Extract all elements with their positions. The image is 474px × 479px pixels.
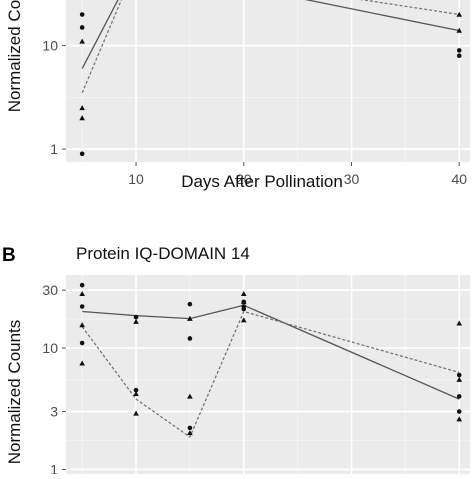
- data-point-triangle: [456, 320, 463, 326]
- x-tick-label: 40: [451, 171, 467, 187]
- y-tick-label: 10: [42, 38, 58, 54]
- panel-label: B: [2, 245, 16, 266]
- data-point-circle: [79, 151, 85, 157]
- dashed-trend-line: [81, 310, 460, 438]
- y-tick-label: 30: [42, 282, 58, 298]
- y-tick-label: 3: [50, 404, 58, 420]
- plot-background: [66, 0, 470, 162]
- data-point-circle: [456, 372, 462, 378]
- data-point-triangle: [79, 360, 85, 366]
- data-point-triangle: [187, 315, 193, 321]
- data-point-triangle: [79, 291, 85, 297]
- plot-background: [66, 275, 470, 475]
- data-point-triangle: [79, 38, 85, 44]
- data-point-triangle: [456, 27, 463, 33]
- data-point-triangle: [133, 410, 139, 416]
- data-point-circle: [187, 336, 193, 341]
- data-point-circle: [187, 425, 193, 431]
- chart-title: Protein IQ-DOMAIN 14: [76, 244, 250, 263]
- data-point-circle: [79, 25, 85, 30]
- data-point-circle: [187, 301, 193, 307]
- data-point-triangle: [133, 318, 139, 324]
- data-point-circle: [456, 53, 462, 58]
- data-point-circle: [79, 340, 85, 346]
- x-tick-label: 10: [128, 171, 144, 187]
- data-point-triangle: [187, 393, 193, 399]
- data-point-circle: [456, 409, 462, 414]
- x-tick-label: 30: [344, 171, 360, 187]
- data-point-triangle: [79, 322, 85, 328]
- data-point-circle: [456, 48, 462, 53]
- y-tick-label: 10: [42, 340, 58, 356]
- y-tick-label: 1: [50, 461, 58, 474]
- data-point-triangle: [456, 11, 463, 17]
- data-point-circle: [79, 282, 85, 288]
- data-point-triangle: [79, 105, 85, 111]
- y-axis-label: Normalized Counts: [5, 0, 24, 112]
- y-axis-label: Normalized Counts: [5, 320, 24, 465]
- data-point-triangle: [133, 391, 139, 397]
- data-point-triangle: [79, 115, 85, 121]
- y-tick-label: 1: [50, 141, 58, 157]
- data-point-triangle: [456, 376, 463, 382]
- data-point-triangle: [456, 416, 463, 422]
- x-tick-label: 20: [236, 171, 252, 187]
- data-point-triangle: [240, 317, 247, 323]
- data-point-circle: [133, 387, 139, 393]
- data-point-circle: [79, 12, 85, 17]
- data-point-triangle: [240, 299, 247, 305]
- data-point-circle: [241, 304, 247, 309]
- data-point-triangle: [240, 291, 247, 297]
- data-point-circle: [79, 304, 85, 309]
- panel-a: 1 10 10 20 30 40 Normalized Counts Days After P…: [5, 0, 470, 191]
- x-axis-label: Days After Pollination: [181, 172, 343, 191]
- data-point-circle: [456, 394, 462, 399]
- solid-trend-line: [81, 0, 460, 69]
- panel-b: 1 3 10 30 Normalized Counts Protein IQ-DOMAIN…: [2, 244, 470, 477]
- dashed-trend-line: [81, 0, 460, 94]
- data-point-triangle: [187, 430, 193, 436]
- data-point-circle: [133, 314, 139, 320]
